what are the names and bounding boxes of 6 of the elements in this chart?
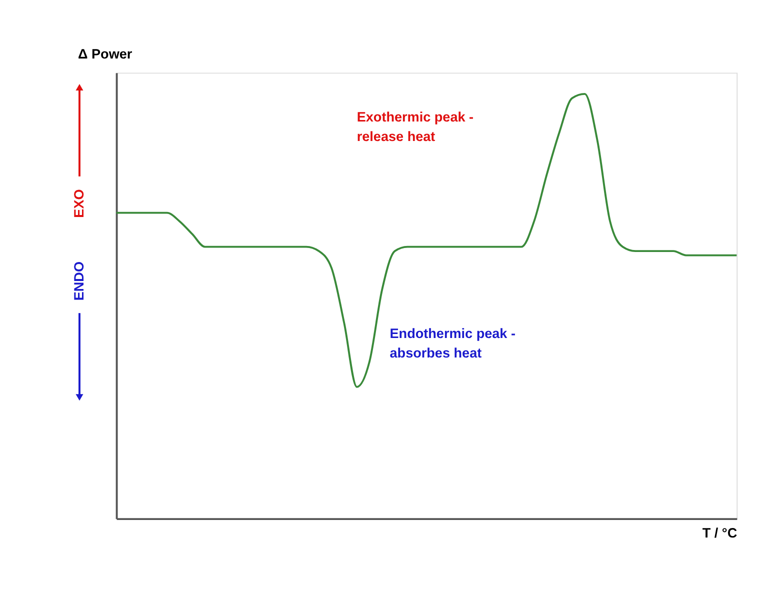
x-axis-title: T / °C [702, 525, 738, 540]
y-axis-title: Δ Power [78, 46, 133, 62]
text: ENDO [71, 262, 86, 301]
text: EXO [71, 189, 86, 218]
annotation: Endothermic peak - absorbes heat [390, 326, 516, 361]
annotation: Exothermic peak - release heat [356, 110, 474, 144]
